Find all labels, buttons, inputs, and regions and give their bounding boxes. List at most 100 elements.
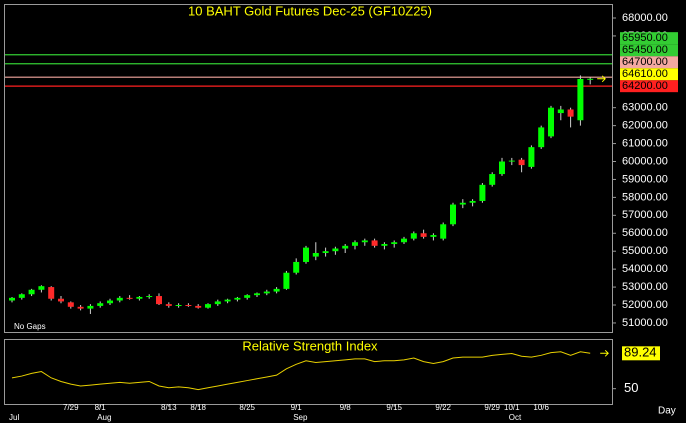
candle-body — [538, 127, 545, 148]
candle-body — [165, 304, 172, 306]
candle-body — [263, 291, 270, 294]
y-tick-label: 51000.00 — [622, 317, 668, 329]
level-label-bg — [620, 56, 678, 69]
month-label: Sep — [293, 413, 308, 422]
candle-body — [587, 78, 594, 80]
rsi-label-bg — [622, 346, 660, 361]
candle-body — [361, 240, 368, 243]
candle-body — [322, 251, 329, 253]
y-tick-label: 59000.00 — [622, 173, 668, 185]
candle-body — [548, 107, 554, 137]
x-tick-label: 9/29 — [484, 403, 500, 412]
candle-body — [420, 233, 427, 237]
candle-body — [195, 305, 202, 308]
candle-body — [303, 247, 309, 262]
candle-body — [38, 286, 45, 290]
candle-body — [224, 299, 231, 302]
candle-body — [518, 159, 525, 166]
candle-body — [469, 200, 476, 203]
candle-body — [254, 293, 260, 296]
level-label: 65450.00 — [622, 44, 668, 56]
y-tick-label: 55000.00 — [622, 245, 668, 257]
candle-body — [126, 297, 133, 299]
candle-body — [18, 294, 25, 298]
candle-body — [293, 261, 300, 273]
rsi-panel — [4, 339, 613, 405]
y-tick-label: 62000.00 — [622, 120, 668, 132]
y-tick-label: 61000.00 — [622, 137, 668, 149]
candle-body — [77, 306, 84, 309]
y-tick-label: 57000.00 — [622, 209, 668, 221]
candle-body — [146, 296, 153, 298]
note: No Gaps — [14, 322, 46, 331]
candle-body — [107, 300, 113, 304]
candle-body — [381, 244, 388, 246]
candle-body — [156, 296, 162, 305]
candle-body — [410, 233, 417, 239]
candle-body — [567, 109, 574, 117]
candle-body — [459, 202, 466, 205]
candle-body — [136, 296, 143, 299]
level-label: 64610.00 — [622, 68, 668, 80]
candle-body — [97, 303, 104, 306]
level-label: 65950.00 — [622, 32, 668, 44]
x-tick-label: 10/1 — [504, 403, 520, 412]
candle-body — [391, 242, 398, 245]
y-tick-label: 50 — [624, 380, 638, 395]
candle-body — [312, 252, 319, 257]
candle-body — [352, 242, 358, 246]
candle-body — [342, 245, 349, 249]
candle-body — [273, 288, 280, 292]
candle-body — [479, 184, 486, 201]
x-tick-label: 7/29 — [63, 403, 79, 412]
level-label-bg — [620, 44, 678, 57]
x-tick-label: 9/22 — [435, 403, 451, 412]
last-price-arrow — [597, 75, 606, 83]
rsi-title: Relative Strength Index — [242, 338, 378, 353]
candle-body — [9, 297, 15, 301]
candle-body — [577, 78, 584, 121]
x-tick-label: 8/1 — [95, 403, 107, 412]
candle-body — [244, 295, 251, 298]
y-tick-label: 63000.00 — [622, 102, 668, 114]
x-axis-label: Day — [658, 406, 676, 417]
level-label-bg — [620, 68, 678, 81]
y-tick-label: 58000.00 — [622, 191, 668, 203]
candle-body — [205, 304, 211, 308]
candle-body — [28, 289, 35, 295]
candle-body — [489, 174, 496, 185]
chart-title: 10 BAHT Gold Futures Dec-25 (GF10Z25) — [188, 3, 432, 18]
candle-body — [440, 224, 447, 239]
level-label-bg — [620, 80, 678, 93]
candle-body — [557, 109, 564, 114]
month-label: Jul — [9, 413, 19, 422]
x-tick-label: 8/18 — [190, 403, 206, 412]
candle-body — [175, 305, 182, 307]
x-tick-label: 9/8 — [340, 403, 352, 412]
level-label: 64700.00 — [622, 56, 668, 68]
candle-body — [234, 297, 241, 300]
level-label-bg — [620, 32, 678, 45]
candle-body — [508, 160, 515, 162]
candle-body — [332, 248, 339, 252]
candle-body — [185, 305, 192, 307]
candle-body — [48, 287, 55, 299]
y-tick-label: 54000.00 — [622, 263, 668, 275]
candle-body — [283, 272, 290, 289]
month-label: Aug — [97, 413, 111, 422]
candle-body — [58, 298, 64, 302]
candle-body — [371, 240, 378, 246]
rsi-line — [11, 351, 591, 391]
candle-body — [401, 238, 407, 243]
rsi-arrow — [600, 349, 609, 357]
candle-body — [528, 147, 535, 167]
price-panel — [4, 4, 613, 333]
y-tick-label: 52000.00 — [622, 299, 668, 311]
month-label: Oct — [509, 413, 522, 422]
x-tick-label: 8/25 — [239, 403, 255, 412]
candle-body — [67, 302, 74, 307]
y-tick-label: 53000.00 — [622, 281, 668, 293]
y-tick-label: 68000.00 — [622, 12, 668, 24]
candle-body — [116, 297, 123, 301]
